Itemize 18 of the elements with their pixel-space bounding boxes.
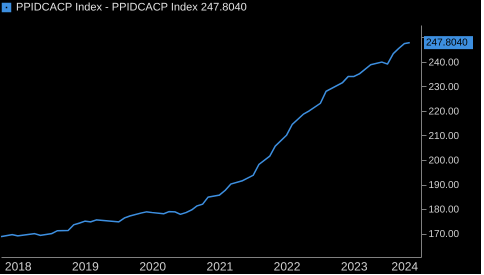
x-tick-label: 2023 (340, 260, 368, 274)
y-tick-label: 190.00 (428, 180, 460, 192)
x-tick-label: 2020 (139, 260, 166, 274)
y-tick-label: 200.00 (428, 156, 460, 167)
annotation: 247.8040 (426, 38, 468, 49)
y-tick-label: 220.00 (428, 106, 460, 118)
line-series (0, 42, 411, 238)
legend-label: PPIDCACP Index - PPIDCACP Index 247.8040 (16, 2, 247, 14)
x-tick-label: 2024 (391, 260, 418, 274)
x-tick-label: 2021 (206, 260, 234, 274)
x-tick-label: 2018 (4, 260, 32, 274)
y-tick-label: 230.00 (428, 82, 460, 93)
x-tick-label: 2022 (274, 260, 301, 274)
y-tick-label: 170.00 (428, 229, 460, 240)
y-tick-label: 180.00 (428, 204, 460, 216)
y-tick-label: 240.00 (428, 57, 460, 68)
y-tick-label: 210.00 (428, 130, 460, 142)
x-tick-label: 2019 (72, 260, 100, 274)
